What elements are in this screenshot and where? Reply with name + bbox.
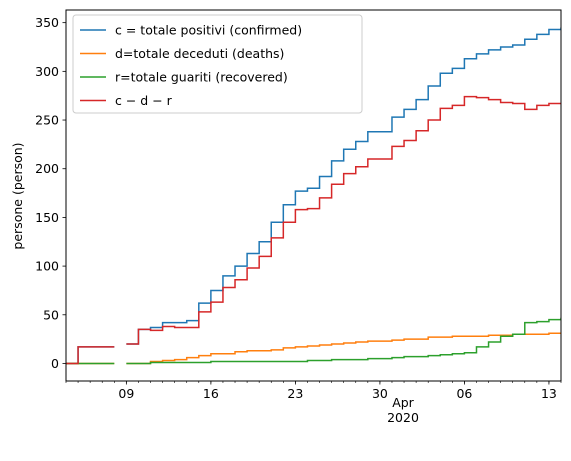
x-tick-label: 30: [372, 386, 388, 401]
series-line-4: [66, 95, 561, 365]
legend-label-4: c − d − r: [115, 93, 173, 108]
series-line-3: [66, 317, 561, 365]
y-tick-label: 350: [35, 15, 59, 30]
y-tick-label: 300: [35, 64, 59, 79]
y-tick-label: 50: [43, 307, 59, 322]
y-tick-label: 250: [35, 113, 59, 128]
legend-label-1: c = totale positivi (confirmed): [115, 23, 302, 38]
x-axis: 09 16 23 30 06 13: [65, 381, 562, 401]
y-tick-label: 0: [51, 356, 59, 371]
x-axis-year-label: 2020: [387, 410, 419, 425]
y-axis-label: persone (person): [10, 142, 25, 249]
y-tick-label: 100: [35, 259, 59, 274]
y-axis: 0 50 100 150 200 250 300 350: [35, 15, 66, 371]
x-tick-label: 23: [287, 386, 303, 401]
series-layer: [66, 27, 561, 365]
x-tick-label: 09: [118, 386, 134, 401]
legend-label-2: d=totale deceduti (deaths): [115, 46, 284, 61]
x-tick-label: 13: [541, 386, 557, 401]
legend: c = totale positivi (confirmed) d=totale …: [72, 14, 363, 114]
x-axis-month-label: Apr: [392, 395, 414, 410]
legend-box: [72, 14, 363, 114]
x-tick-label: 16: [203, 386, 219, 401]
x-tick-label: 06: [456, 386, 472, 401]
series-line-2: [66, 332, 561, 365]
plot-frame: [65, 9, 562, 382]
y-tick-label: 150: [35, 210, 59, 225]
y-tick-label: 200: [35, 161, 59, 176]
legend-label-3: r=totale guariti (recovered): [115, 70, 288, 85]
